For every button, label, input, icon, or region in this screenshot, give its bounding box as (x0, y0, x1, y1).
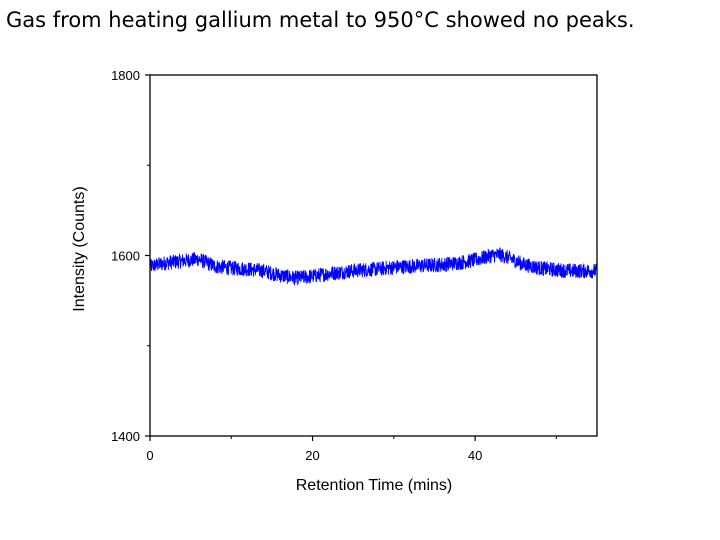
x-tick-label: 0 (146, 448, 153, 463)
y-tick-label: 1800 (111, 68, 140, 83)
slide-title: Gas from heating gallium metal to 950°C … (6, 8, 635, 32)
y-axis-label: Intensity (Counts) (71, 186, 88, 311)
plot-frame (149, 74, 598, 437)
x-tick-label: 20 (305, 448, 319, 463)
data-series-line (149, 247, 598, 286)
plot-area (149, 247, 598, 286)
y-tick-label: 1600 (111, 249, 140, 264)
y-tick-label: 1400 (111, 429, 140, 444)
x-axis-label: Retention Time (mins) (296, 477, 453, 494)
x-tick-label: 40 (468, 448, 482, 463)
axis-ticks: 0 20 40 1400 1600 1800 (111, 68, 557, 463)
